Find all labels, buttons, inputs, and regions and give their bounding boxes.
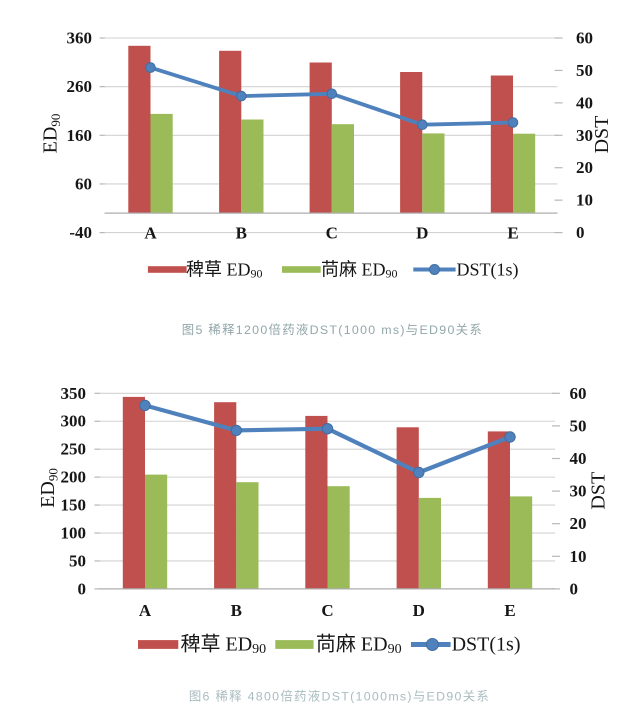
svg-text:A: A bbox=[139, 601, 152, 620]
svg-text:10: 10 bbox=[576, 191, 593, 210]
svg-text:DST: DST bbox=[591, 116, 613, 154]
svg-text:30: 30 bbox=[570, 482, 587, 501]
svg-text:C: C bbox=[321, 601, 333, 620]
svg-text:C: C bbox=[326, 224, 338, 243]
svg-text:E: E bbox=[507, 224, 518, 243]
svg-text:360: 360 bbox=[67, 29, 93, 48]
svg-text:50: 50 bbox=[69, 551, 86, 570]
svg-text:10: 10 bbox=[570, 547, 587, 566]
svg-text:0: 0 bbox=[576, 223, 585, 242]
svg-text:苘麻 ED90: 苘麻 ED90 bbox=[321, 260, 398, 281]
svg-text:350: 350 bbox=[61, 384, 87, 403]
svg-text:0: 0 bbox=[78, 579, 87, 598]
svg-text:B: B bbox=[236, 224, 247, 243]
svg-text:100: 100 bbox=[61, 524, 87, 543]
svg-text:稗草 ED90: 稗草 ED90 bbox=[186, 260, 263, 281]
svg-text:0: 0 bbox=[570, 579, 579, 598]
svg-text:-40: -40 bbox=[69, 223, 92, 242]
svg-text:图6 稀释 4800倍药液DST(1000ms)与ED90关: 图6 稀释 4800倍药液DST(1000ms)与ED90关系 bbox=[189, 689, 490, 704]
svg-text:300: 300 bbox=[61, 412, 87, 431]
svg-text:20: 20 bbox=[570, 514, 587, 533]
svg-text:DST(1s): DST(1s) bbox=[452, 634, 521, 656]
svg-text:160: 160 bbox=[67, 126, 93, 145]
svg-text:250: 250 bbox=[61, 440, 87, 459]
svg-text:图5 稀释1200倍药液DST(1000 ms)与ED90: 图5 稀释1200倍药液DST(1000 ms)与ED90关系 bbox=[182, 322, 483, 337]
svg-text:D: D bbox=[416, 224, 428, 243]
svg-text:30: 30 bbox=[576, 126, 593, 145]
svg-text:50: 50 bbox=[570, 416, 587, 435]
svg-text:150: 150 bbox=[61, 496, 87, 515]
svg-text:稗草 ED90: 稗草 ED90 bbox=[181, 633, 267, 657]
svg-text:苘麻 ED90: 苘麻 ED90 bbox=[316, 633, 402, 657]
svg-text:D: D bbox=[413, 601, 425, 620]
svg-text:50: 50 bbox=[576, 61, 593, 80]
svg-text:40: 40 bbox=[576, 93, 593, 112]
svg-text:A: A bbox=[144, 224, 157, 243]
svg-text:DST(1s): DST(1s) bbox=[457, 260, 519, 281]
svg-text:200: 200 bbox=[61, 468, 87, 487]
svg-text:B: B bbox=[231, 601, 242, 620]
svg-text:60: 60 bbox=[576, 29, 593, 48]
svg-text:40: 40 bbox=[570, 449, 587, 468]
svg-text:E: E bbox=[504, 601, 515, 620]
svg-text:20: 20 bbox=[576, 158, 593, 177]
svg-text:60: 60 bbox=[570, 384, 587, 403]
svg-text:260: 260 bbox=[67, 77, 93, 96]
svg-text:60: 60 bbox=[75, 174, 92, 193]
svg-text:DST: DST bbox=[588, 472, 610, 510]
